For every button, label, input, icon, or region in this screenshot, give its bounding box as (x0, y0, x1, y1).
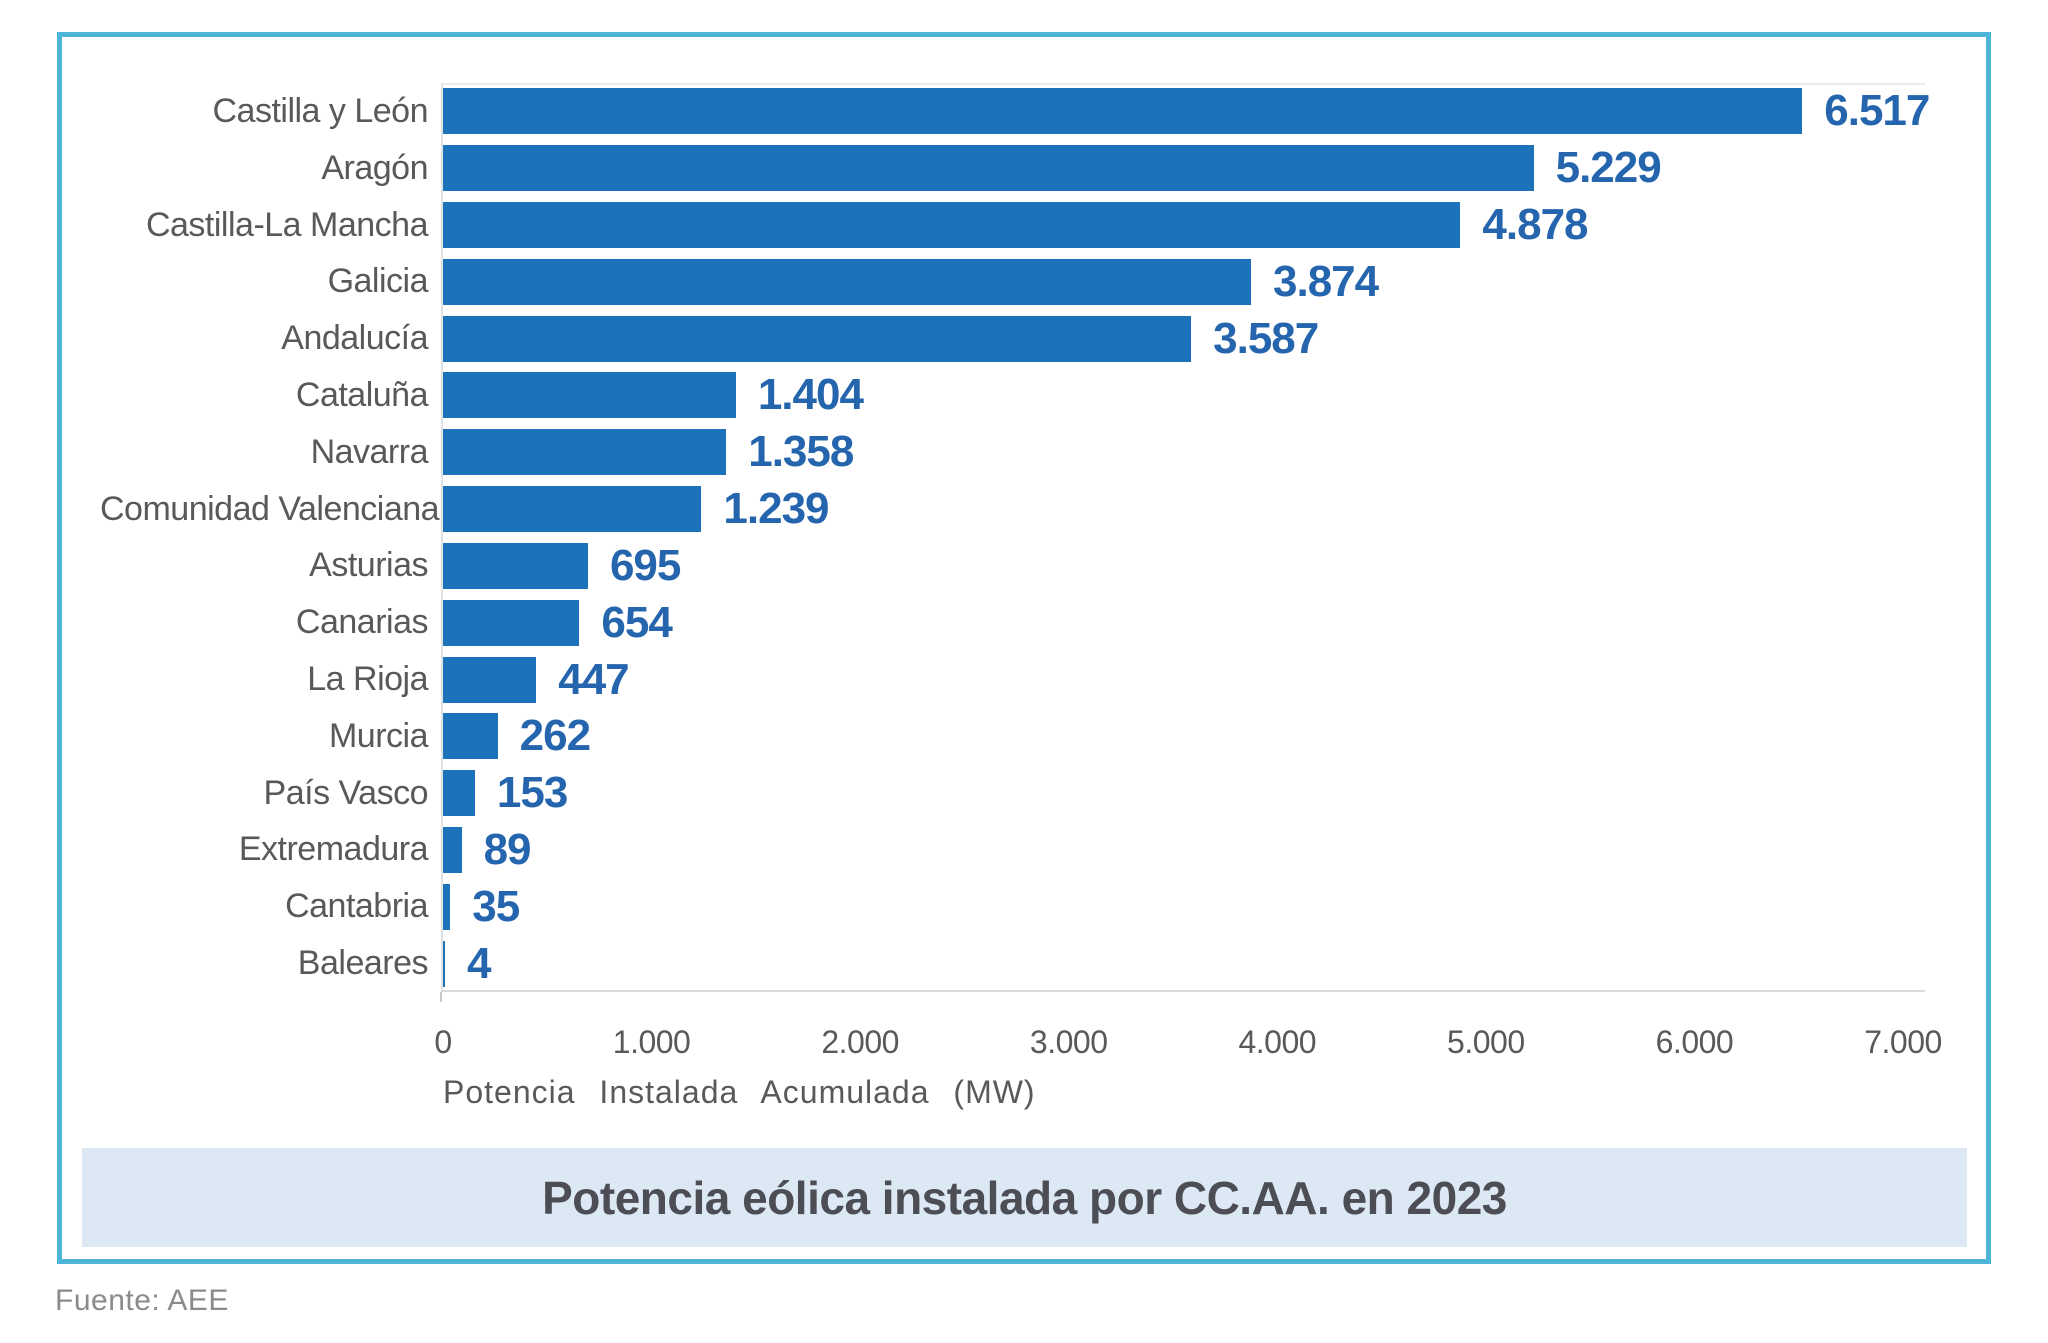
bar-track: 1.358 (443, 424, 1930, 481)
x-axis-tick-label: 7.000 (1864, 1024, 1942, 1060)
chart-row: Cataluña 1.404 (100, 367, 1930, 424)
bar (443, 315, 1192, 362)
value-label: 695 (609, 540, 681, 590)
source-note: Fuente: AEE (55, 1284, 229, 1317)
value-label: 1.358 (748, 427, 854, 477)
x-axis-tick-label: 4.000 (1238, 1024, 1317, 1060)
value-label: 262 (519, 711, 591, 761)
category-label: Cantabria (285, 887, 428, 926)
x-axis-label: Potencia Instalada Acumulada (MW) (443, 1074, 1036, 1110)
bar-rows: Castilla y León 6.517 Aragón 5.229 Castilla-… (100, 83, 1930, 992)
bar-track: 262 (443, 708, 1930, 765)
chart-title: Potencia eólica instalada por CC.AA. en … (542, 1171, 1507, 1224)
bar-track: 654 (443, 594, 1930, 651)
bar-track: 89 (443, 822, 1930, 879)
bar-track: 695 (443, 538, 1930, 595)
category-label: Andalucía (281, 319, 428, 358)
value-label: 4.878 (1482, 200, 1588, 250)
x-axis-tick-label: 2.000 (821, 1024, 899, 1060)
chart-row: Castilla y León 6.517 (100, 83, 1930, 140)
x-axis-tick-label: 0 (434, 1024, 452, 1060)
bar-track: 35 (443, 878, 1930, 935)
chart-row: Asturias 695 (100, 538, 1930, 595)
category-label: Canarias (295, 603, 429, 642)
x-axis-tick-label: 5.000 (1447, 1024, 1525, 1060)
value-label: 1.239 (723, 484, 829, 534)
chart-row: Canarias 654 (100, 594, 1930, 651)
value-label: 654 (601, 597, 672, 647)
chart-frame: Castilla y León 6.517 Aragón 5.229 Castilla-… (57, 32, 1991, 1264)
bar (443, 258, 1251, 305)
bar-track: 4.878 (443, 197, 1930, 254)
bar (443, 599, 580, 646)
chart-row: Castilla-La Mancha 4.878 (100, 197, 1930, 254)
bar (443, 826, 462, 873)
category-label: Aragón (321, 148, 428, 187)
chart-row: Aragón 5.229 (100, 140, 1930, 197)
bar (443, 429, 727, 476)
x-axis-zero-tick (440, 992, 442, 1002)
chart-row: La Rioja 447 (100, 651, 1930, 708)
value-label: 6.517 (1824, 86, 1930, 136)
category-label: Murcia (328, 716, 429, 755)
bar (443, 145, 1534, 192)
chart-row: Andalucía 3.587 (100, 310, 1930, 367)
category-label: País Vasco (263, 773, 429, 812)
value-label: 447 (558, 654, 629, 704)
bar-track: 447 (443, 651, 1930, 708)
bar (443, 940, 445, 987)
chart-row: Galicia 3.874 (100, 253, 1930, 310)
bar-track: 1.404 (443, 367, 1930, 424)
value-label: 35 (472, 881, 520, 931)
bar-track: 6.517 (443, 83, 1930, 140)
title-band: Potencia eólica instalada por CC.AA. en … (82, 1148, 1967, 1247)
category-label: Galicia (327, 262, 429, 301)
bar (443, 770, 475, 817)
value-label: 89 (483, 824, 532, 874)
bar-track: 1.239 (443, 481, 1930, 538)
bar-track: 4 (443, 935, 1930, 992)
bar-track: 153 (443, 765, 1930, 822)
bar-track: 5.229 (443, 140, 1930, 197)
x-axis-ticks: 0 1.000 2.000 3.000 4.000 5.000 6.000 7.000 (0, 1024, 2048, 1064)
bar (443, 542, 588, 589)
category-label: Navarra (310, 432, 429, 471)
value-label: 5.229 (1555, 143, 1662, 193)
value-label: 4 (467, 938, 492, 988)
value-label: 3.874 (1273, 256, 1379, 306)
bar (443, 202, 1461, 249)
x-axis-tick-label: 3.000 (1029, 1024, 1108, 1060)
chart-row: Cantabria 35 (100, 878, 1930, 935)
category-label: Asturias (309, 546, 428, 585)
chart-row: Baleares 4 (100, 935, 1930, 992)
chart-row: País Vasco 153 (100, 765, 1930, 822)
bar (443, 713, 498, 760)
bar-track: 3.874 (443, 253, 1930, 310)
bar (443, 88, 1803, 135)
chart-row: Extremadura 89 (100, 822, 1930, 879)
category-label: Extremadura (238, 830, 429, 869)
bar (443, 372, 736, 419)
chart-row: Navarra 1.358 (100, 424, 1930, 481)
x-axis-tick-label: 6.000 (1655, 1024, 1734, 1060)
chart-row: Comunidad Valenciana 1.239 (100, 481, 1930, 538)
plot-area (441, 83, 1925, 992)
bar (443, 883, 451, 930)
category-label: Baleares (297, 944, 429, 983)
category-label: Castilla-La Mancha (145, 205, 429, 244)
chart-row: Murcia 262 (100, 708, 1930, 765)
value-label: 3.587 (1213, 313, 1319, 363)
category-label: Comunidad Valenciana (100, 489, 440, 528)
bar-track: 3.587 (443, 310, 1930, 367)
category-label: La Rioja (307, 660, 428, 699)
bar (443, 486, 702, 533)
bar (443, 656, 537, 703)
x-axis-tick-label: 1.000 (612, 1024, 691, 1060)
category-label: Cataluña (295, 375, 429, 414)
value-label: 153 (496, 768, 568, 818)
category-label: Castilla y León (212, 91, 428, 130)
value-label: 1.404 (757, 370, 864, 420)
